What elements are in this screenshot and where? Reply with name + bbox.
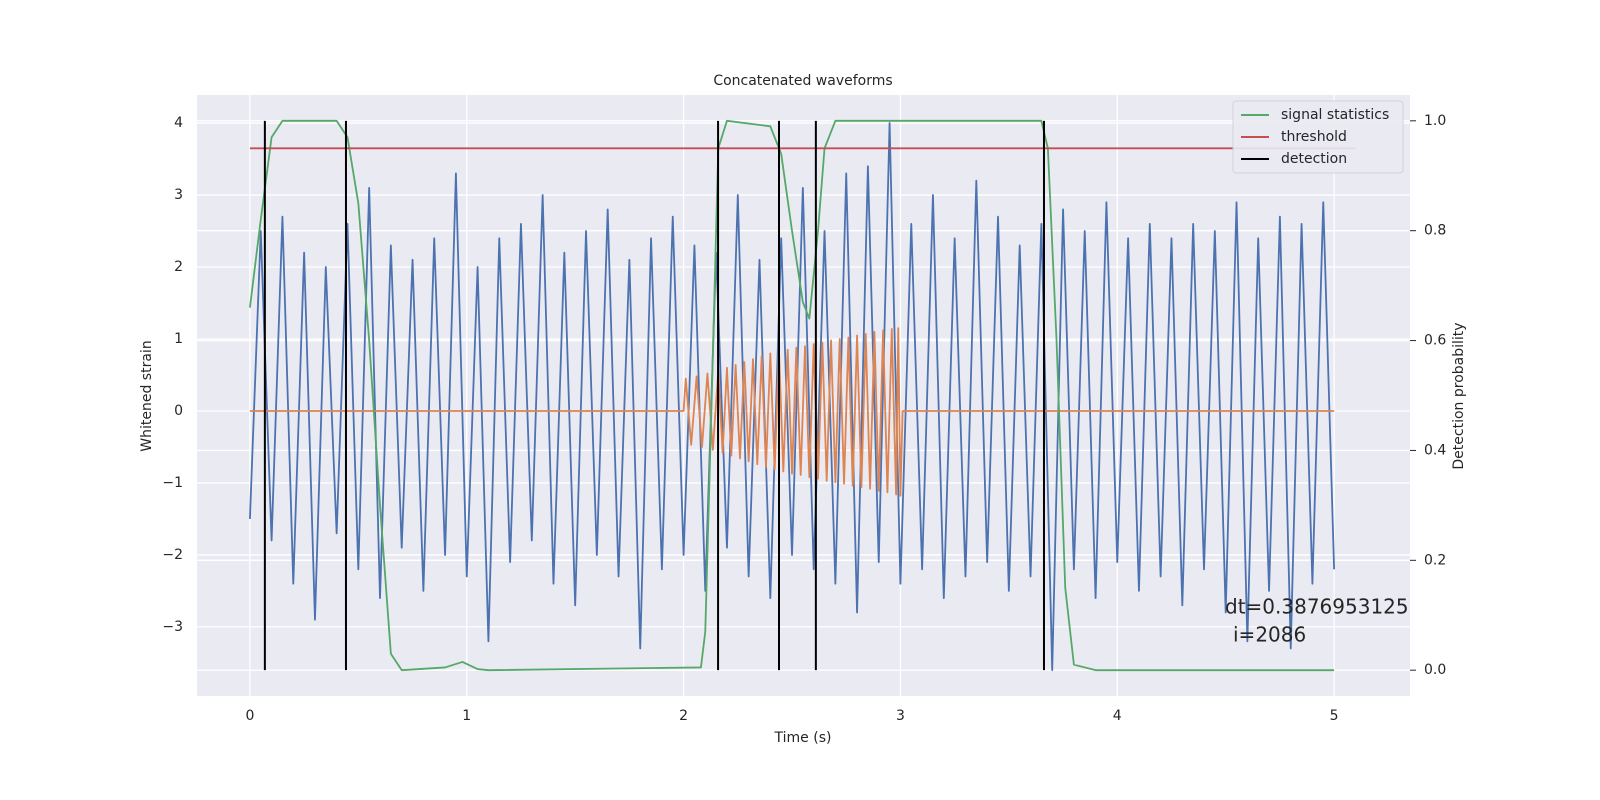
y2-axis-label: Detection probability xyxy=(1451,322,1467,469)
x-tick-label: 0 xyxy=(245,708,254,724)
x-tick-label: 3 xyxy=(896,708,905,724)
legend-label: threshold xyxy=(1281,129,1347,145)
legend-box xyxy=(1232,100,1404,174)
series-line xyxy=(249,327,1335,497)
y-tick-label: −3 xyxy=(162,619,183,635)
y-tick-label: 3 xyxy=(174,187,183,203)
y2-tick-label: 1.0 xyxy=(1424,113,1446,129)
y-tick-label: −2 xyxy=(162,547,183,563)
x-axis-label: Time (s) xyxy=(774,730,832,746)
marks xyxy=(249,119,1356,672)
annotation: dt=0.3876953125 xyxy=(1225,595,1409,619)
y-tick-label: 1 xyxy=(174,331,183,347)
legend-label: detection xyxy=(1281,151,1347,167)
x-tick-label: 5 xyxy=(1330,708,1339,724)
y2-tick-label: 0.2 xyxy=(1424,552,1446,568)
y-tick-label: 4 xyxy=(174,115,183,131)
y-tick-label: 0 xyxy=(174,403,183,419)
y-tick-label: −1 xyxy=(162,475,183,491)
y2-tick-label: 0.6 xyxy=(1424,333,1446,349)
x-tick-label: 4 xyxy=(1113,708,1122,724)
x-tick-label: 1 xyxy=(462,708,471,724)
y2-tick-label: 0.8 xyxy=(1424,223,1446,239)
y2-tick-label: 0.4 xyxy=(1424,442,1446,458)
chart-title: Concatenated waveforms xyxy=(713,73,892,89)
y-axis-label: Whitened strain xyxy=(139,340,155,451)
legend-label: signal statistics xyxy=(1281,107,1389,123)
annotation: i=2086 xyxy=(1233,623,1306,647)
x-tick-label: 2 xyxy=(679,708,688,724)
series-line xyxy=(249,122,1336,671)
y2-tick-label: 0.0 xyxy=(1424,662,1446,678)
y-tick-label: 2 xyxy=(174,259,183,275)
